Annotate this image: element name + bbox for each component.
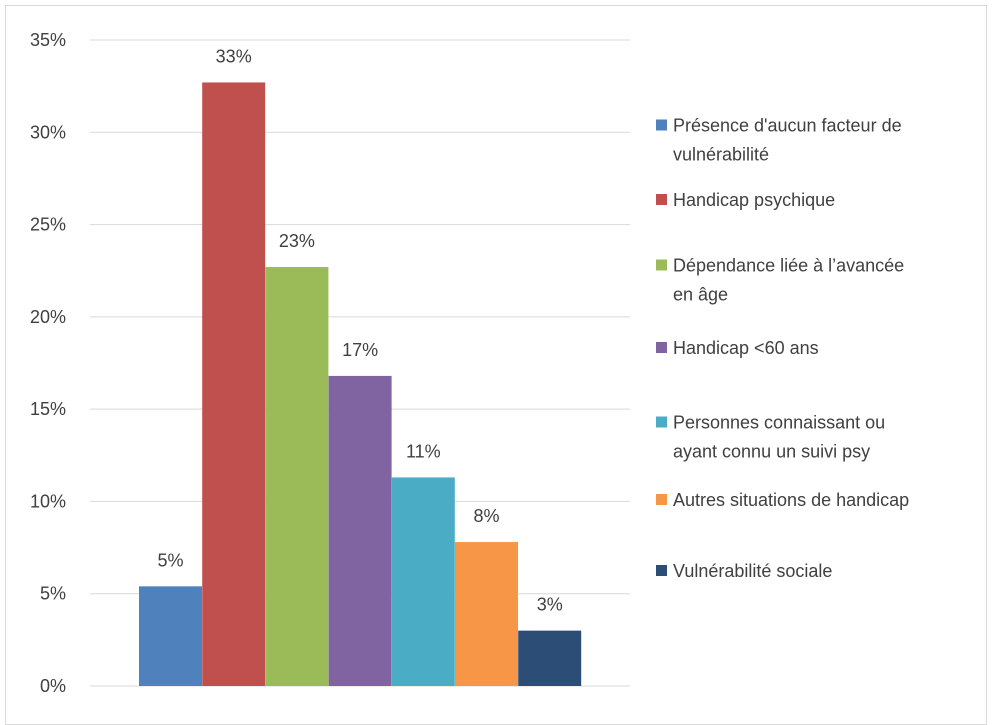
bar	[139, 586, 202, 686]
y-tick-label: 5%	[40, 584, 66, 604]
bar	[518, 630, 582, 686]
bar-chart: 0% 5% 10% 15% 20% 25% 30% 35% 5% 33% 23% 17% 11% 8% 3…	[30, 30, 909, 696]
legend-label: vulnérabilité	[673, 145, 769, 165]
y-tick-label: 0%	[40, 676, 66, 696]
legend-label: en âge	[673, 285, 728, 305]
bar	[202, 82, 266, 687]
legend-swatch	[656, 416, 667, 428]
legend-swatch	[656, 194, 667, 205]
legend-label: Vulnérabilité sociale	[673, 561, 832, 581]
data-label: 3%	[537, 595, 563, 615]
legend-swatch	[656, 494, 667, 505]
y-axis-tick-labels: 0% 5% 10% 15% 20% 25% 30% 35%	[30, 30, 66, 696]
data-label: 8%	[473, 506, 499, 526]
y-tick-label: 25%	[30, 215, 66, 235]
legend-label: Handicap <60 ans	[673, 338, 819, 358]
data-label: 11%	[406, 441, 441, 461]
y-tick-label: 35%	[30, 30, 66, 50]
bar	[265, 267, 329, 686]
y-tick-label: 20%	[30, 307, 66, 327]
legend-swatch	[656, 565, 667, 576]
legend-swatch	[656, 119, 667, 131]
legend: Présence d'aucun facteur de vulnérabilité…	[656, 116, 909, 581]
data-label: 5%	[157, 550, 183, 570]
y-tick-label: 10%	[30, 491, 66, 511]
data-label: 23%	[279, 231, 315, 251]
data-label: 17%	[342, 340, 378, 360]
bar	[328, 375, 392, 686]
data-labels: 5% 33% 23% 17% 11% 8% 3%	[157, 46, 562, 614]
data-label: 33%	[216, 46, 252, 66]
y-tick-label: 30%	[30, 122, 66, 142]
legend-label: Handicap psychique	[673, 190, 835, 210]
legend-label: Personnes connaissant ou	[673, 413, 885, 433]
bar	[455, 542, 518, 686]
legend-label: ayant connu un suivi psy	[673, 442, 870, 462]
legend-swatch	[656, 342, 667, 353]
bars	[139, 82, 582, 687]
y-tick-label: 15%	[30, 399, 66, 419]
legend-label: Présence d'aucun facteur de	[673, 116, 902, 136]
legend-label: Dépendance liée à l’avancée	[673, 256, 904, 276]
legend-swatch	[656, 259, 667, 271]
bar	[391, 477, 455, 686]
legend-label: Autres situations de handicap	[673, 490, 909, 510]
